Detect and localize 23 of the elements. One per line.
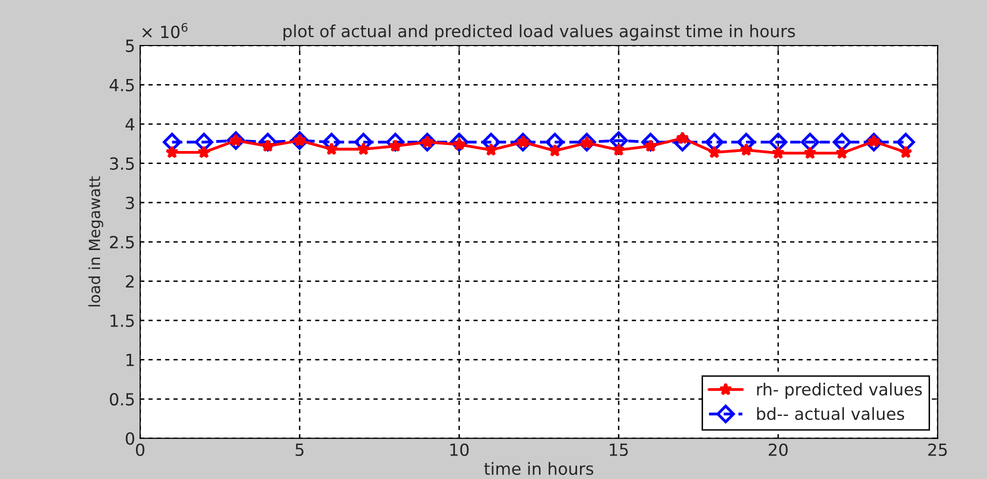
y-tick-label: 3.5 (110, 157, 134, 170)
y-tick-label: 1.5 (110, 314, 134, 328)
y-tick-label: 2.5 (110, 236, 134, 248)
x-axis-title: time in hours (484, 462, 594, 475)
legend-label: rh- predicted values (757, 382, 922, 399)
text: × 10$^{6}$ (142, 22, 188, 38)
x-tick-label: 25 (928, 443, 947, 456)
x-tick-label: 10 (450, 443, 469, 456)
legend-label: bd-- actual values (757, 407, 904, 420)
y-tick-label: 4 (126, 118, 134, 130)
x-tick-label: 5 (296, 444, 304, 456)
y-tick-label: 3 (126, 196, 134, 210)
y-tick-label: 5 (126, 40, 134, 52)
y-axis-title: load in Megawatt (88, 176, 104, 306)
y-tick-label: 4.5 (110, 78, 134, 92)
y-tick-label: 0.5 (110, 392, 134, 406)
y-tick-label: 1 (126, 354, 134, 366)
y-tick-label: 2 (126, 275, 134, 288)
chart-title: plot of actual and predicted load values against time in hours (284, 24, 795, 41)
x-tick-label: 15 (610, 444, 628, 456)
x-tick-label: 0 (136, 443, 144, 456)
x-tick-label: 20 (768, 443, 788, 456)
y-tick-label: 0 (126, 432, 134, 445)
